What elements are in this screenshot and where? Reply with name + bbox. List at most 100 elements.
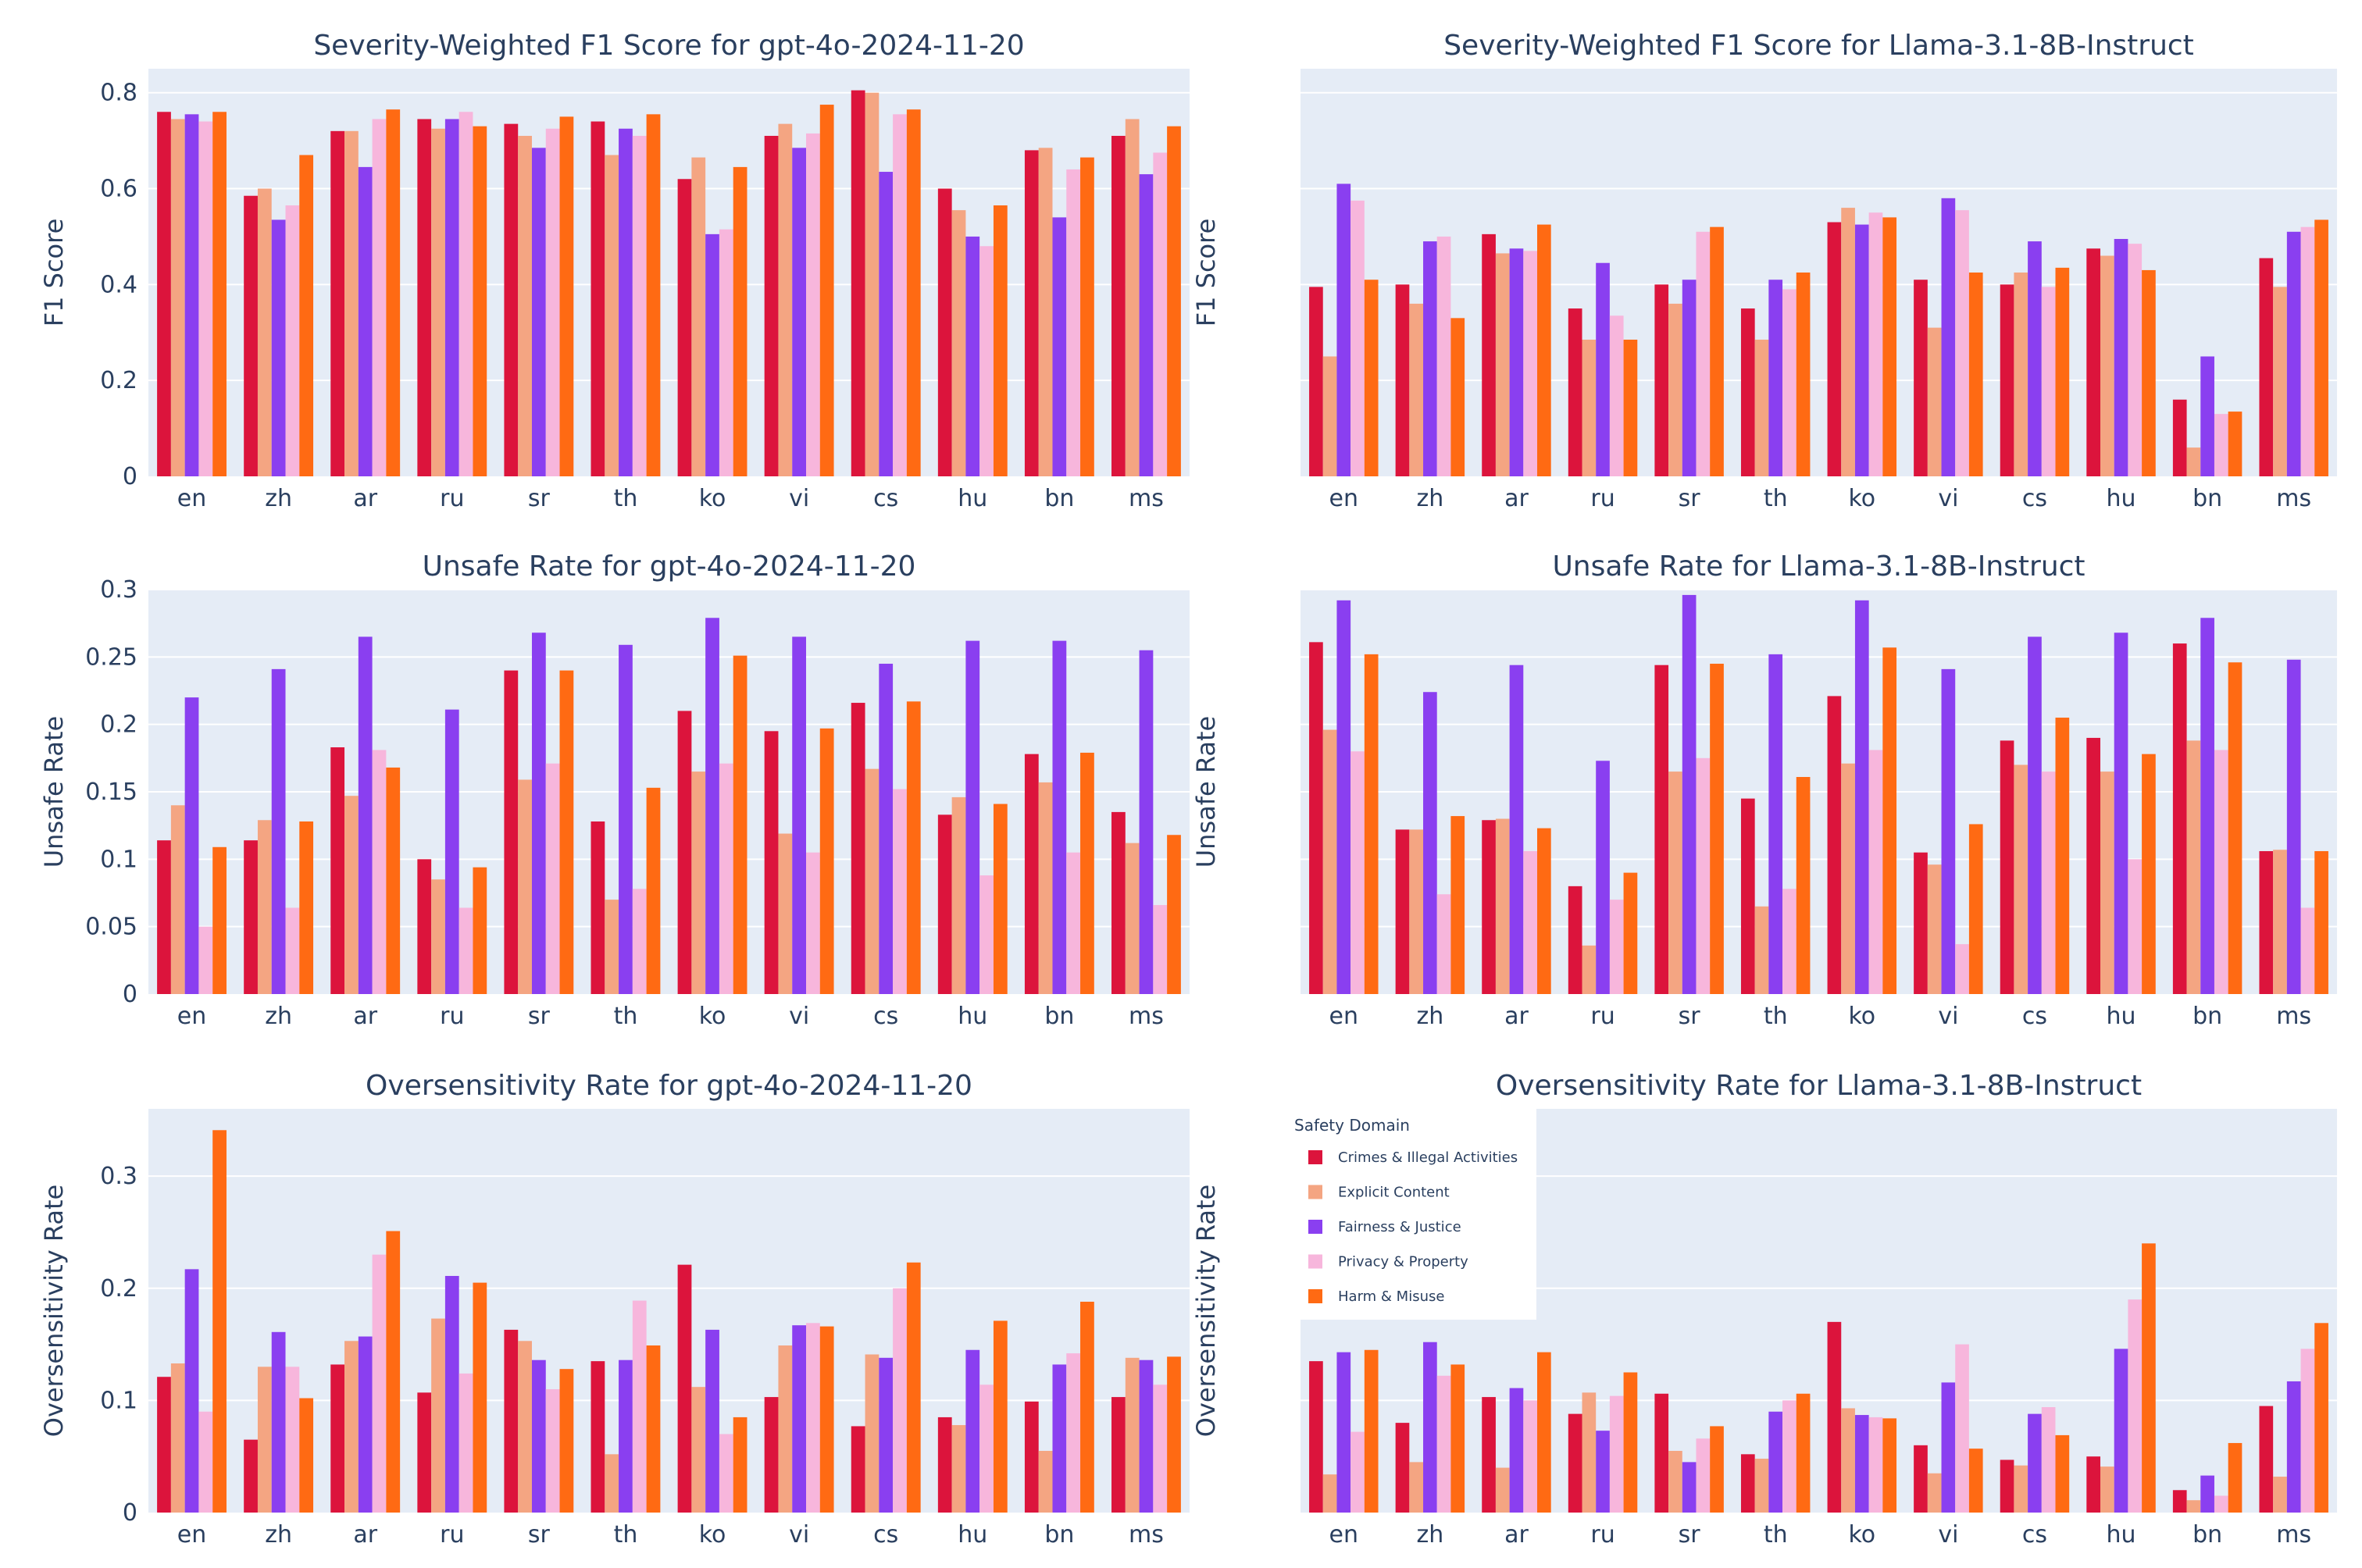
bar-cs-series-3 [2028, 636, 2042, 994]
bar-cs-series-4 [2041, 772, 2056, 994]
x-tick-label: ko [1848, 485, 1875, 512]
bar-ar-series-1 [330, 1364, 345, 1513]
x-tick-label: cs [2022, 1003, 2047, 1030]
chart-title: Unsafe Rate for Llama-3.1-8B-Instruct [1552, 551, 2085, 583]
bar-ko-series-3 [705, 618, 719, 994]
bar-ko-series-1 [677, 711, 692, 994]
bar-bn-series-1 [1024, 1401, 1039, 1513]
x-tick-label: ar [353, 485, 377, 512]
bar-ms-series-2 [1125, 119, 1140, 477]
bar-bn-series-3 [1052, 217, 1067, 476]
x-tick-label: cs [2022, 485, 2047, 512]
bar-ru-series-2 [1582, 945, 1597, 994]
bar-ko-series-3 [705, 233, 719, 476]
bar-ko-series-5 [733, 655, 747, 994]
bar-th-series-5 [646, 114, 661, 476]
bar-hu-series-1 [937, 814, 952, 994]
bar-ar-series-5 [1537, 1352, 1551, 1513]
bar-sr-series-1 [1654, 1393, 1669, 1513]
bar-en-series-1 [1309, 287, 1323, 476]
y-tick-label: 0.05 [85, 914, 137, 941]
bar-th-series-2 [605, 155, 619, 477]
bar-ar-series-1 [1482, 820, 1496, 994]
bar-bn-series-1 [1024, 754, 1039, 994]
bar-ru-series-2 [1582, 1392, 1597, 1513]
bar-ms-series-2 [1125, 1357, 1140, 1513]
x-tick-label: cs [873, 485, 898, 512]
bar-bn-series-3 [1052, 1364, 1067, 1513]
bar-hu-series-1 [2086, 737, 2100, 994]
chart-panel-5: 0 0.1 0.2 0.3 en zh ar ru sr th ko vi cs hu bn ms Overse… [39, 1070, 1190, 1548]
bar-vi-series-4 [1955, 210, 1969, 476]
bar-ms-series-5 [2314, 850, 2328, 994]
bar-bn-series-1 [2172, 643, 2187, 994]
bar-hu-series-3 [965, 236, 980, 476]
bar-hu-series-2 [951, 796, 966, 994]
bar-bn-series-3 [2200, 618, 2214, 994]
x-tick-label: hu [2107, 1521, 2136, 1548]
bar-zh-series-2 [1409, 829, 1424, 994]
x-tick-label: th [1764, 1003, 1788, 1030]
bar-vi-series-1 [764, 1397, 779, 1513]
x-tick-label: ru [440, 485, 464, 512]
bar-vi-series-2 [1927, 327, 1942, 476]
bar-ar-series-2 [1495, 818, 1510, 994]
bar-ko-series-2 [691, 772, 706, 994]
x-tick-label: en [1329, 1003, 1358, 1030]
bar-ko-series-2 [1841, 763, 1855, 994]
bar-ko-series-2 [1841, 208, 1855, 476]
bar-en-series-1 [157, 840, 171, 994]
bar-en-series-1 [1309, 1361, 1323, 1513]
bar-zh-series-3 [1423, 692, 1437, 994]
x-tick-label: ms [1129, 1521, 1164, 1548]
bar-th-series-2 [605, 900, 619, 994]
bar-hu-series-4 [2128, 859, 2143, 994]
chart-title: Oversensitivity Rate for gpt-4o-2024-11-… [366, 1070, 972, 1102]
bar-cs-series-1 [2000, 1459, 2014, 1513]
bar-hu-series-2 [2100, 1466, 2114, 1513]
bar-vi-series-1 [1914, 1445, 1928, 1513]
x-tick-label: cs [873, 1003, 898, 1030]
bar-zh-series-4 [285, 1367, 300, 1513]
bar-th-series-3 [619, 1360, 633, 1513]
chart-panel-6: en zh ar ru sr th ko vi cs hu bn ms Oversensitivity … [1191, 1070, 2337, 1548]
x-tick-label: sr [528, 485, 551, 512]
x-tick-label: cs [873, 1521, 898, 1548]
bar-vi-series-3 [1941, 198, 1956, 476]
bar-th-series-4 [1782, 889, 1796, 994]
bar-sr-series-1 [504, 1329, 519, 1513]
bar-sr-series-5 [559, 670, 574, 994]
bar-bn-series-1 [2172, 399, 2187, 476]
bar-vi-series-5 [819, 728, 834, 994]
bar-ms-series-1 [2259, 258, 2274, 476]
bar-th-series-3 [619, 644, 633, 994]
chart-title: Severity-Weighted F1 Score for Llama-3.1… [1443, 30, 2194, 62]
bar-cs-series-3 [879, 663, 894, 994]
legend-swatch [1308, 1254, 1322, 1269]
x-tick-label: en [1329, 485, 1358, 512]
y-axis-label: Unsafe Rate [1191, 716, 1221, 868]
bar-zh-series-5 [299, 155, 314, 477]
bar-ko-series-3 [1854, 224, 1869, 476]
bar-sr-series-2 [1668, 1451, 1682, 1513]
bar-hu-series-4 [2128, 244, 2143, 476]
bar-bn-series-4 [2214, 750, 2228, 994]
bar-ms-series-5 [2314, 1323, 2328, 1513]
x-tick-label: ar [1504, 485, 1529, 512]
y-tick-label: 0.3 [100, 1163, 137, 1190]
x-tick-label: ms [1129, 1003, 1164, 1030]
bar-ms-series-4 [2300, 1349, 2315, 1513]
bar-vi-series-1 [764, 731, 779, 994]
bar-ru-series-4 [458, 907, 473, 994]
bar-ko-series-3 [1854, 600, 1869, 994]
bar-ko-series-4 [1868, 1417, 1883, 1513]
bar-vi-series-2 [778, 123, 793, 476]
bar-bn-series-2 [1038, 148, 1053, 476]
x-tick-label: zh [1416, 1003, 1443, 1030]
x-tick-label: ko [1848, 1003, 1875, 1030]
bar-sr-series-4 [1696, 757, 1711, 994]
bar-ar-series-5 [386, 109, 401, 476]
bar-hu-series-5 [993, 804, 1008, 994]
bar-vi-series-4 [806, 1323, 820, 1513]
y-tick-label: 0.2 [100, 367, 137, 394]
